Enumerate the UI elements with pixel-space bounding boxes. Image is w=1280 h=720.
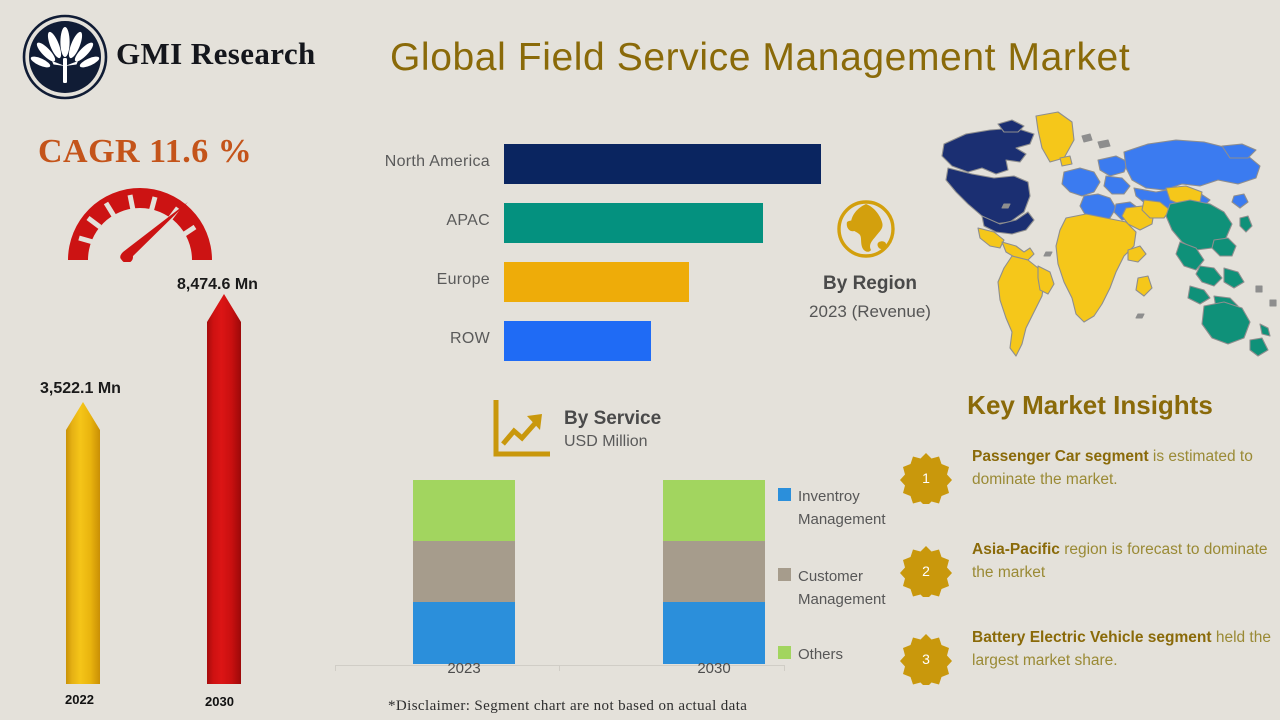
by-service-stacked-chart: 2023 2030 (335, 470, 785, 700)
stack-segment-others-2023 (413, 480, 515, 541)
starburst-badge-2-icon (900, 546, 952, 597)
region-label-north-america: North America (384, 153, 490, 170)
legend-swatch-customer (778, 568, 791, 581)
stack-year-2023: 2023 (447, 660, 481, 677)
region-bar-europe (504, 262, 689, 302)
growth-column-2030 (207, 294, 241, 684)
insight-number-3: 3 (922, 651, 930, 667)
stack-segment-inventory-2030 (663, 602, 765, 664)
stack-axis-line (335, 665, 785, 666)
growth-column-2022 (66, 402, 100, 684)
insight-rest-2: region is forecast to dominate the marke… (972, 541, 1268, 581)
starburst-badge-3-icon (900, 634, 952, 685)
region-bar-row (504, 321, 651, 361)
line-chart-up-icon (493, 400, 550, 457)
legend-label-customer: Customer Management (798, 568, 886, 609)
insight-bold-3: Battery Electric Vehicle segment (972, 629, 1212, 646)
insight-text-3: Battery Electric Vehicle segment held th… (972, 627, 1272, 673)
by-service-title: By Service (564, 408, 662, 429)
col-2030-year-label: 2030 (205, 694, 234, 709)
disclaimer-note: *Disclaimer: Segment chart are not based… (388, 698, 748, 714)
legend-label-others: Others (798, 646, 844, 663)
col-2022-value-label: 3,522.1 Mn (40, 380, 121, 397)
stacked-bar-2023 (413, 480, 515, 664)
region-label-europe: Europe (436, 271, 490, 288)
legend-item-inventory: Inventroy Management (778, 485, 886, 532)
stack-segment-customer-2030 (663, 541, 765, 602)
stack-year-2030: 2030 (697, 660, 731, 677)
by-region-title: By Region (823, 273, 917, 294)
region-bar-north-america (504, 144, 821, 184)
insight-bold-1: Passenger Car segment (972, 448, 1149, 465)
legend-item-customer: Customer Management (778, 565, 886, 612)
by-service-subtitle: USD Million (564, 433, 648, 450)
gmi-palm-logo-icon (22, 14, 108, 100)
insight-rest-1: is estimated to dominate the market. (972, 448, 1253, 488)
cagr-value: CAGR 11.6 % (38, 133, 253, 170)
region-label-row: ROW (449, 330, 490, 347)
axis-tick-left (335, 665, 336, 671)
legend-swatch-inventory (778, 488, 791, 501)
col-2022-year-label: 2022 (65, 692, 94, 707)
insight-text-1: Passenger Car segment is estimated to do… (972, 446, 1272, 492)
legend-swatch-others (778, 646, 791, 659)
brand-name: GMI Research (116, 36, 316, 71)
starburst-badge-1-icon (900, 453, 952, 504)
stack-segment-others-2030 (663, 480, 765, 541)
stack-segment-customer-2023 (413, 541, 515, 602)
insight-number-1: 1 (922, 470, 930, 486)
axis-tick-right (784, 665, 785, 671)
world-map (941, 111, 1277, 357)
insight-text-2: Asia-Pacific region is forecast to domin… (972, 539, 1280, 585)
insight-number-2: 2 (922, 563, 930, 579)
globe-icon (837, 200, 895, 258)
stack-segment-inventory-2023 (413, 602, 515, 664)
axis-tick-mid (559, 665, 560, 671)
region-bar-apac (504, 203, 763, 243)
region-label-apac: APAC (446, 212, 490, 229)
legend-item-others: Others (778, 643, 843, 666)
by-region-subtitle: 2023 (Revenue) (809, 302, 931, 321)
insight-bold-2: Asia-Pacific (972, 541, 1060, 558)
by-region-bar-chart: North America APAC Europe ROW (345, 140, 845, 370)
stacked-bar-2030 (663, 480, 765, 664)
page-title: Global Field Service Management Market (390, 36, 1131, 79)
legend-label-inventory: Inventroy Management (798, 488, 886, 529)
insight-rest-3: held the largest market share. (972, 629, 1271, 669)
col-2030-value-label: 8,474.6 Mn (177, 276, 258, 293)
speedometer-gauge-icon (68, 188, 212, 262)
key-insights-title: Key Market Insights (967, 390, 1213, 420)
